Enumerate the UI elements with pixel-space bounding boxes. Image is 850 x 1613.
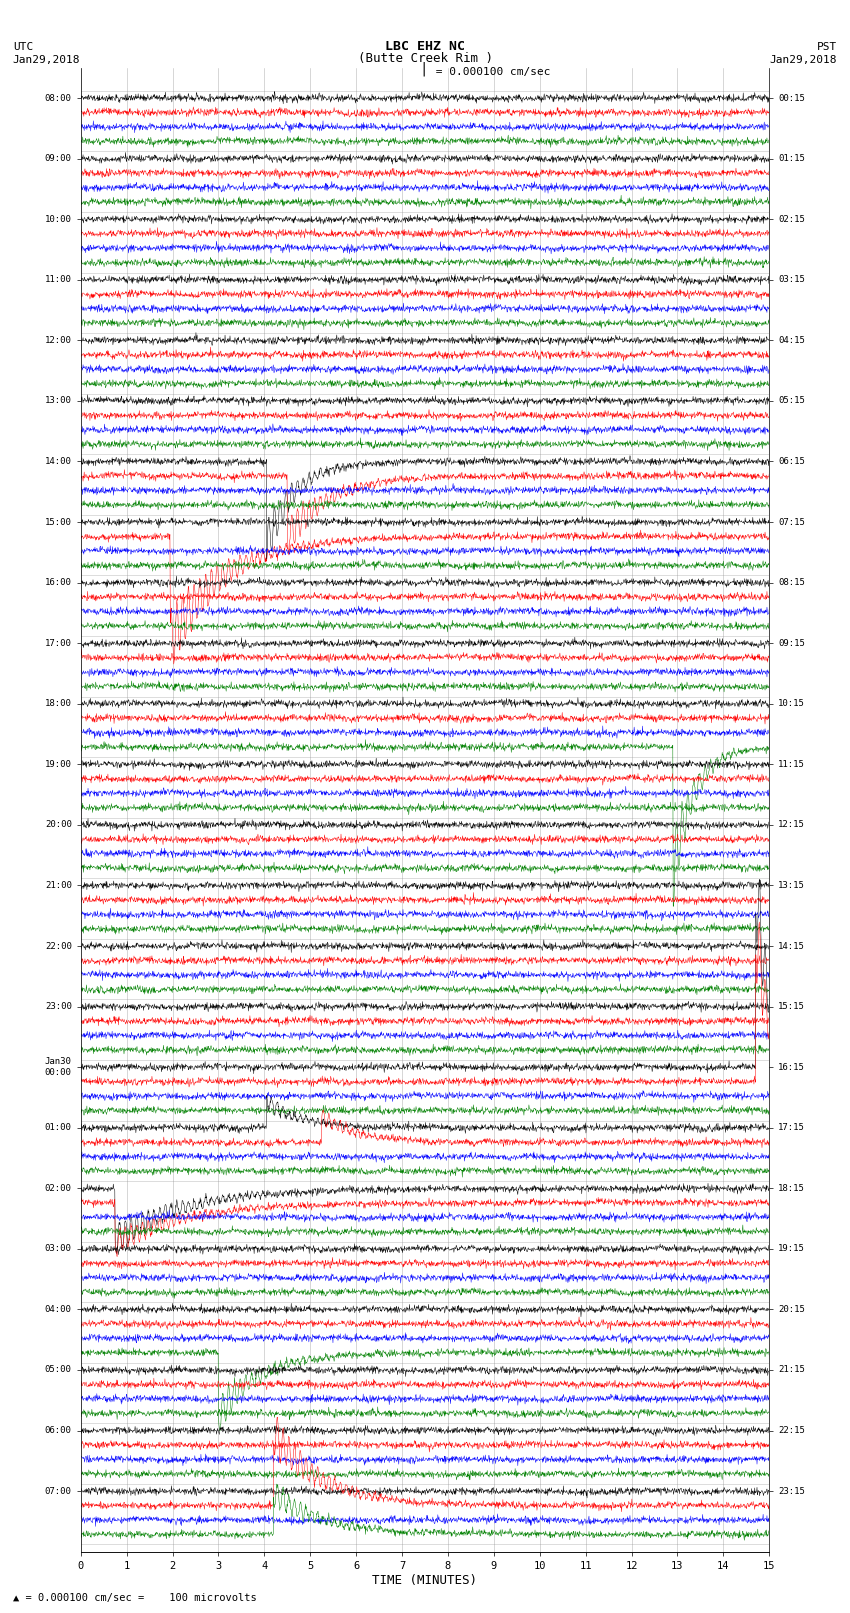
- Text: = 0.000100 cm/sec: = 0.000100 cm/sec: [429, 68, 551, 77]
- X-axis label: TIME (MINUTES): TIME (MINUTES): [372, 1574, 478, 1587]
- Text: Jan29,2018: Jan29,2018: [13, 55, 80, 65]
- Text: ▲ = 0.000100 cm/sec =    100 microvolts: ▲ = 0.000100 cm/sec = 100 microvolts: [13, 1594, 257, 1603]
- Text: (Butte Creek Rim ): (Butte Creek Rim ): [358, 52, 492, 65]
- Text: Jan29,2018: Jan29,2018: [770, 55, 837, 65]
- Text: LBC EHZ NC: LBC EHZ NC: [385, 40, 465, 53]
- Text: PST: PST: [817, 42, 837, 52]
- Text: UTC: UTC: [13, 42, 33, 52]
- Text: |: |: [419, 61, 428, 76]
